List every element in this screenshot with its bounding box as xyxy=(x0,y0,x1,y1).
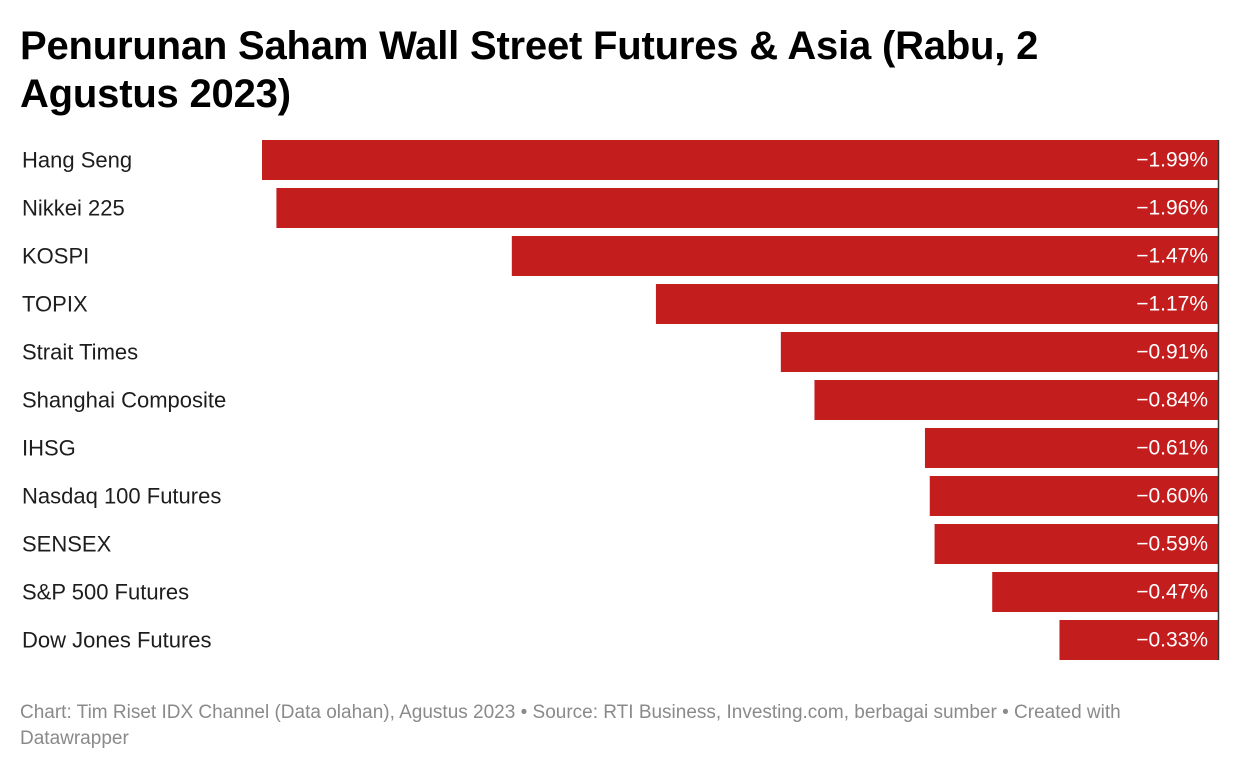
bar xyxy=(780,332,1218,372)
category-label: KOSPI xyxy=(22,244,89,269)
bar-value-label: −0.91% xyxy=(1136,341,1208,364)
bar xyxy=(929,476,1218,516)
bar-value-label: −1.96% xyxy=(1136,197,1208,220)
bar xyxy=(511,236,1218,276)
bar xyxy=(655,284,1218,324)
category-label: SENSEX xyxy=(22,532,112,557)
bar xyxy=(934,524,1218,564)
category-label: Dow Jones Futures xyxy=(22,628,212,653)
bar xyxy=(1059,620,1218,660)
category-label: Hang Seng xyxy=(22,148,132,173)
bar xyxy=(992,572,1218,612)
category-label: Nasdaq 100 Futures xyxy=(22,484,221,509)
bar xyxy=(262,140,1218,180)
category-label: Nikkei 225 xyxy=(22,196,125,221)
bar-value-label: −0.60% xyxy=(1136,485,1208,508)
bar-chart: Hang Seng −1.99% Nikkei 225 −1.96% KOSPI −1.4… xyxy=(22,140,1220,660)
bar xyxy=(924,428,1218,468)
bar-value-label: −0.33% xyxy=(1136,629,1208,652)
bar-value-label: −1.47% xyxy=(1136,245,1208,268)
bar-value-label: −1.17% xyxy=(1136,293,1208,316)
bar-value-label: −1.99% xyxy=(1136,149,1208,172)
category-label: Shanghai Composite xyxy=(22,388,226,413)
category-label: S&P 500 Futures xyxy=(22,580,189,605)
bar xyxy=(814,380,1218,420)
bar xyxy=(276,188,1218,228)
bar-value-label: −0.59% xyxy=(1136,533,1208,556)
chart-title: Penurunan Saham Wall Street Futures & As… xyxy=(20,24,1039,116)
bar-value-label: −0.84% xyxy=(1136,389,1208,412)
category-label: TOPIX xyxy=(22,292,88,317)
chart-footer-credit: Chart: Tim Riset IDX Channel (Data olaha… xyxy=(20,702,1121,749)
category-label: Strait Times xyxy=(22,340,138,365)
bar-value-label: −0.47% xyxy=(1136,581,1208,604)
category-label: IHSG xyxy=(22,436,76,461)
bar-value-label: −0.61% xyxy=(1136,437,1208,460)
